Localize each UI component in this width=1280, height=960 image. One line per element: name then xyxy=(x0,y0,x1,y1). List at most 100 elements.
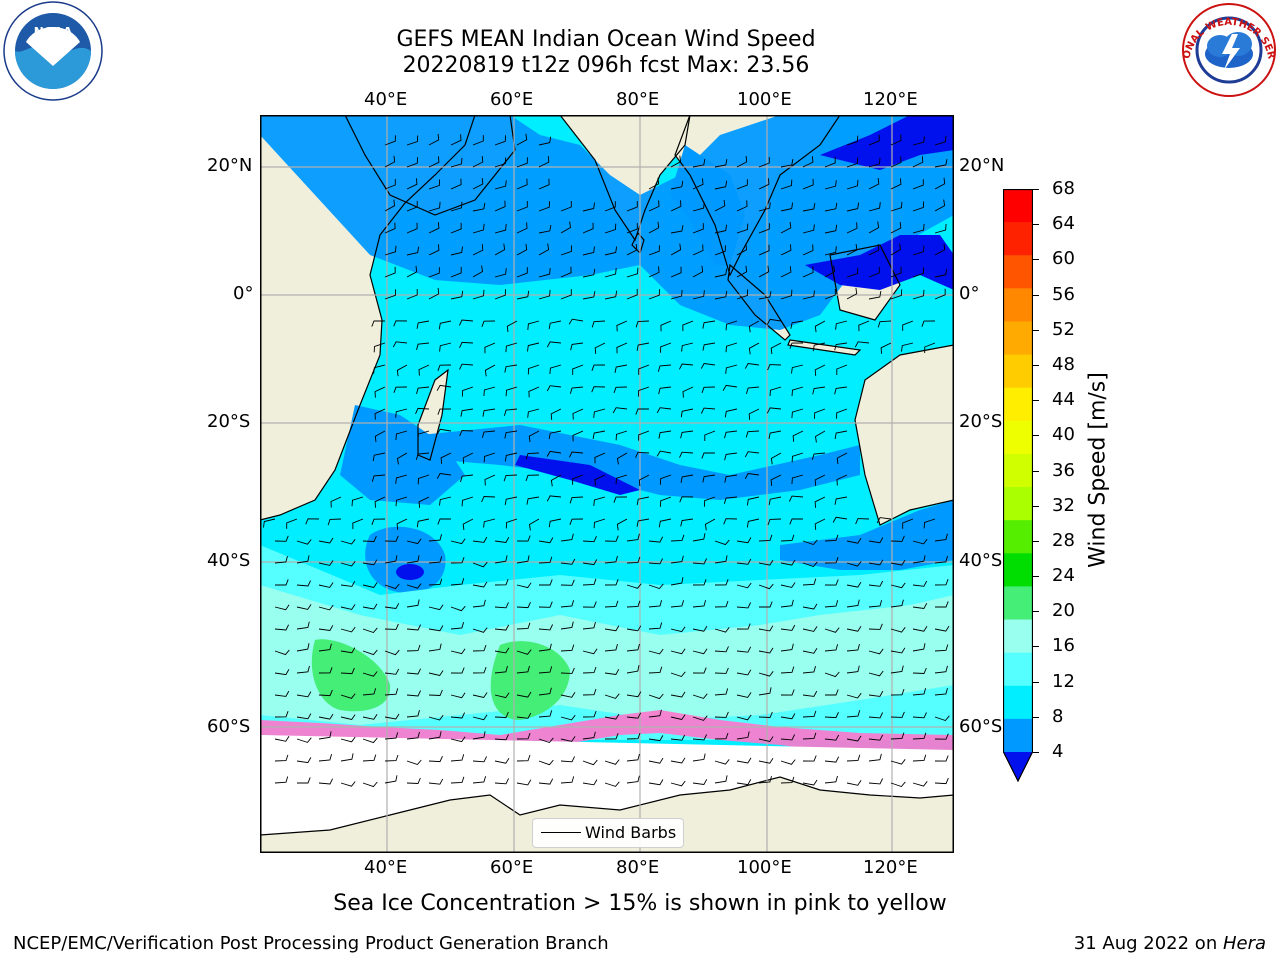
wind-barb xyxy=(934,199,946,212)
wind-barb xyxy=(791,364,804,374)
wind-barb xyxy=(472,561,488,568)
africa-landmass xyxy=(260,115,475,520)
colorbar-tick-label: 28 xyxy=(1052,529,1075,551)
wind-barb xyxy=(811,452,826,460)
wind-barb xyxy=(481,496,496,503)
wind-barb xyxy=(296,539,312,545)
wind-barb xyxy=(758,775,772,784)
wind-barb xyxy=(626,775,640,784)
wind-barb xyxy=(670,600,685,608)
wind-barb xyxy=(736,582,752,589)
wind-barb xyxy=(296,713,312,720)
wind-barb xyxy=(824,180,837,190)
wind-barb xyxy=(736,179,748,190)
wind-barb xyxy=(824,627,840,633)
wind-barb xyxy=(472,644,487,652)
wind-barb xyxy=(472,692,488,699)
left-lat-label: 40°S xyxy=(207,550,251,571)
wind-barb xyxy=(736,537,752,544)
wind-barb xyxy=(890,201,903,212)
wind-barb xyxy=(758,559,774,566)
wind-barb xyxy=(604,246,618,256)
wind-barb xyxy=(472,156,484,168)
wind-barb xyxy=(767,364,782,371)
wind-barb xyxy=(714,775,728,784)
wind-barb xyxy=(384,713,400,720)
wind-barb xyxy=(702,474,716,483)
wind-barb xyxy=(472,776,487,784)
wind-barb xyxy=(527,364,540,375)
wind-barb xyxy=(692,244,704,256)
wind-barb xyxy=(824,671,840,678)
wind-barb xyxy=(758,711,773,718)
wind-barb xyxy=(406,624,422,631)
wind-barb xyxy=(692,648,708,655)
wind-barb xyxy=(274,711,289,718)
wind-barb xyxy=(780,244,792,256)
wind-barb xyxy=(330,496,342,508)
wind-barb xyxy=(494,711,509,718)
wind-barb xyxy=(912,201,925,212)
wind-barb xyxy=(616,320,628,332)
wind-barb xyxy=(472,627,488,633)
wind-barb xyxy=(538,537,554,544)
wind-barb xyxy=(670,757,686,764)
wind-barb xyxy=(604,579,619,586)
wind-barb xyxy=(868,537,884,544)
wind-barb xyxy=(516,290,530,300)
wind-barb xyxy=(286,518,298,529)
colorbar-segment xyxy=(1003,487,1033,521)
wind-barb xyxy=(802,755,817,762)
wind-barb xyxy=(494,624,510,631)
wind-barb xyxy=(868,648,884,655)
wind-barb xyxy=(748,408,760,420)
wind-barb xyxy=(560,533,574,542)
wind-barb xyxy=(568,318,584,325)
wind-barb xyxy=(384,732,399,740)
wind-barb xyxy=(758,223,770,234)
wind-barb xyxy=(406,200,418,212)
wind-barb xyxy=(436,384,452,391)
wind-barb xyxy=(868,670,884,677)
wind-barb xyxy=(745,386,760,395)
wind-barb xyxy=(626,201,638,212)
wind-barb xyxy=(550,408,562,420)
wind-barb xyxy=(538,710,553,718)
wind-barb xyxy=(538,243,550,256)
wind-barb xyxy=(460,408,474,417)
wind-barb xyxy=(692,579,707,586)
wind-barb xyxy=(538,601,553,608)
wind-barb xyxy=(373,364,386,374)
wind-barb xyxy=(780,624,796,631)
wind-barb xyxy=(648,266,660,278)
wind-barb xyxy=(450,692,466,699)
wind-barb xyxy=(912,555,926,564)
wind-barb xyxy=(416,518,430,528)
wind-barb xyxy=(670,577,684,586)
wind-barb xyxy=(660,342,672,353)
wind-speed-map xyxy=(260,115,954,853)
wind-barb xyxy=(802,626,818,632)
wind-barb xyxy=(462,518,474,531)
wind-barb xyxy=(406,709,420,718)
wind-barb xyxy=(406,157,418,168)
wind-barb xyxy=(902,518,914,529)
right-lat-label: 40°S xyxy=(959,550,1003,571)
noaa-logo-text: NOAA xyxy=(34,25,73,39)
colorbar-tick-mark xyxy=(1033,505,1039,507)
wind-barb xyxy=(758,157,770,168)
wind-barb xyxy=(658,386,672,395)
wind-barb xyxy=(416,386,430,395)
wind-barb xyxy=(836,408,848,419)
wind-barb xyxy=(450,621,465,630)
wind-barb xyxy=(494,224,507,234)
wind-barb xyxy=(670,243,682,256)
very-low-wind-center xyxy=(515,455,640,495)
wind-barb xyxy=(384,623,399,630)
wind-barb xyxy=(744,451,760,458)
wind-barb xyxy=(802,603,818,610)
bottom-lon-label: 60°E xyxy=(490,857,534,878)
wind-barb xyxy=(912,580,928,587)
wind-barb xyxy=(560,714,576,721)
wind-barb xyxy=(560,692,576,698)
